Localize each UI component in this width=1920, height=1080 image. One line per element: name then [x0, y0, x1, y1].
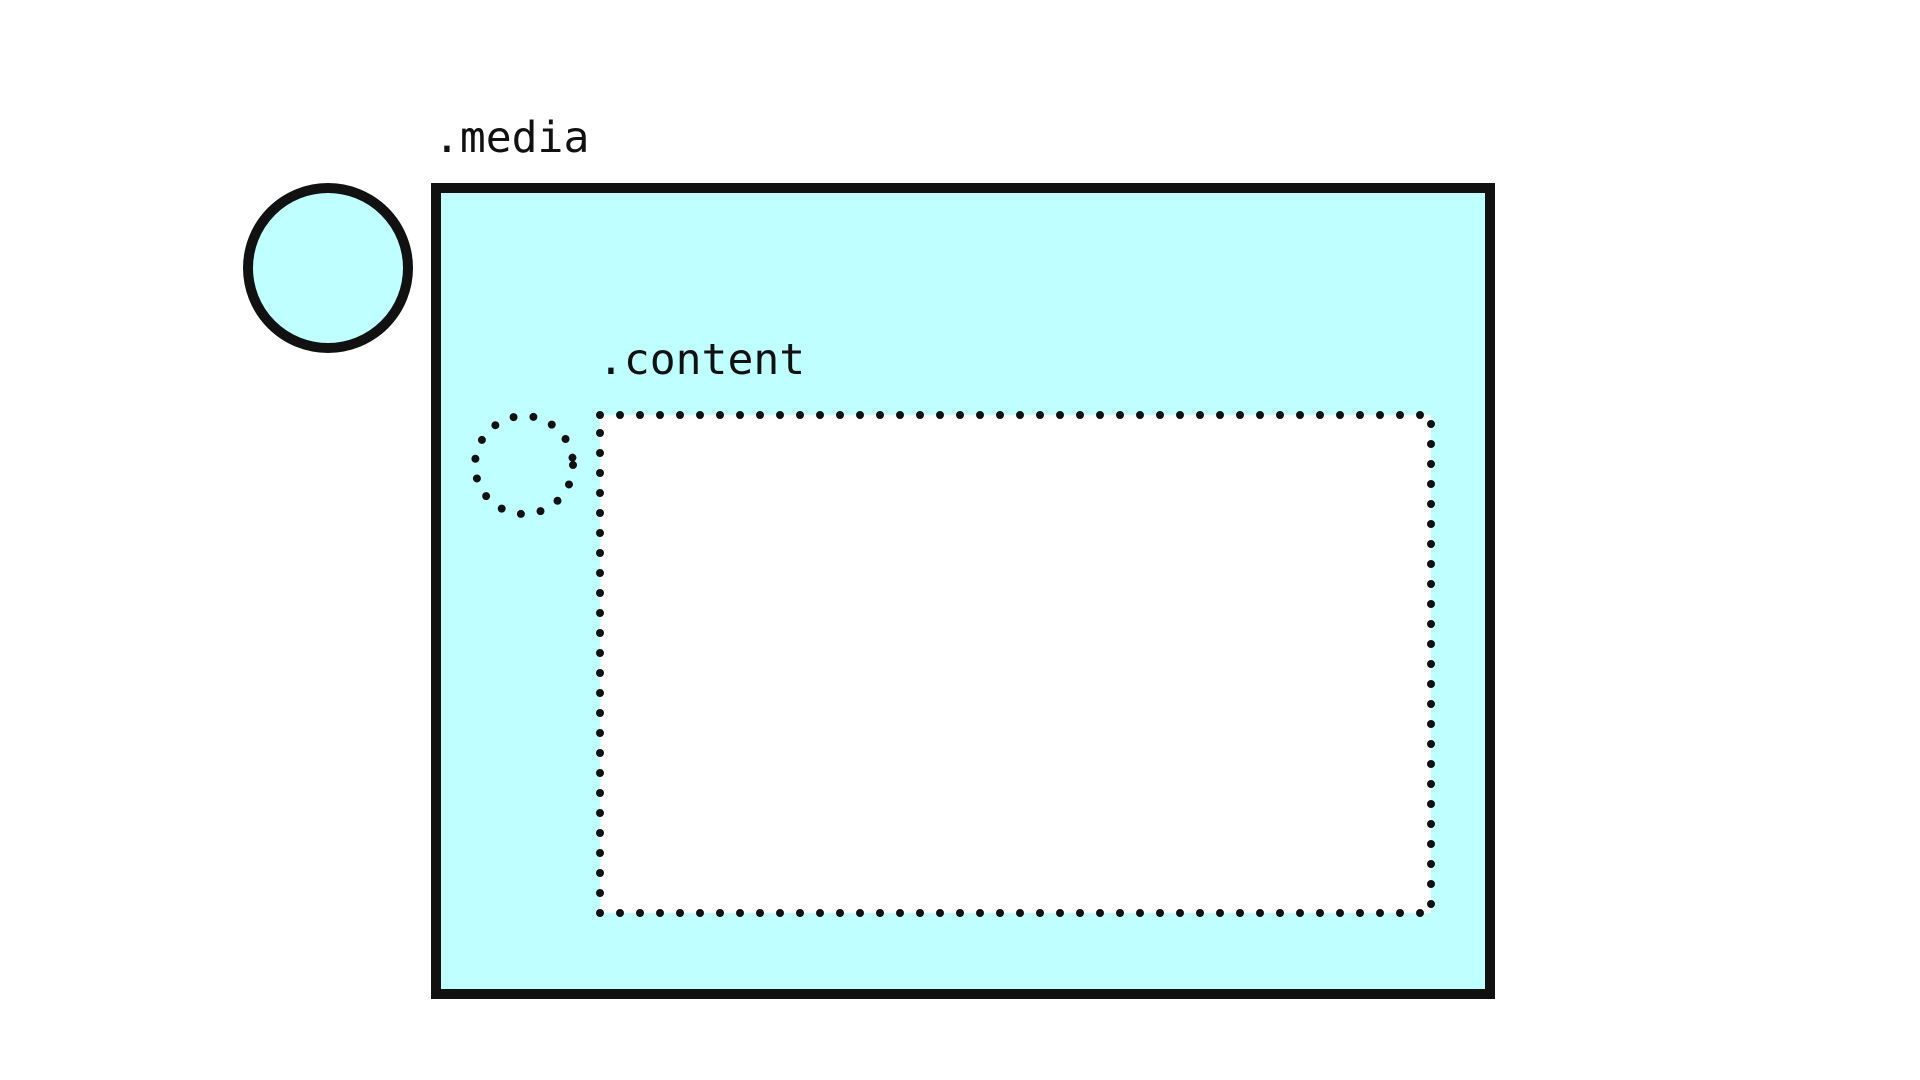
media-label: .media [434, 113, 589, 163]
inner-avatar-circle [471, 412, 577, 518]
outer-avatar-circle [243, 183, 413, 353]
content-label: .content [598, 335, 805, 385]
content-box [596, 411, 1435, 917]
